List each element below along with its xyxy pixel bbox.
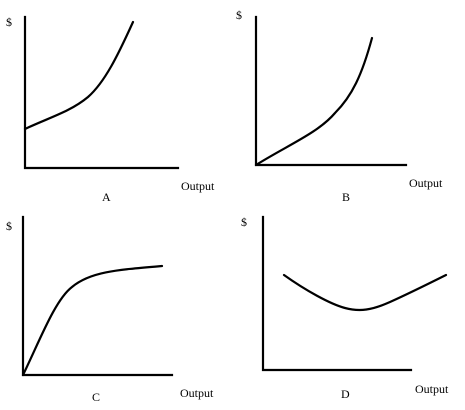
panel-a: $ Output A — [6, 15, 215, 204]
panel-b-x-label: Output — [409, 176, 443, 190]
panel-c-axes — [21, 215, 174, 377]
panel-d-axes — [261, 215, 413, 372]
panel-c: $ Output C — [6, 215, 214, 404]
panel-b-y-label: $ — [236, 8, 242, 22]
panel-c-letter: C — [92, 390, 100, 404]
panel-b-curve — [254, 36, 374, 167]
panel-b-axes — [254, 15, 408, 167]
panel-d-letter: D — [341, 387, 350, 401]
panel-a-axes — [23, 15, 180, 170]
panel-a-x-label: Output — [181, 179, 215, 193]
panel-b-letter: B — [342, 190, 350, 204]
panel-c-x-label: Output — [180, 386, 214, 400]
panel-c-curve — [21, 264, 164, 377]
panel-d-x-label: Output — [415, 382, 449, 396]
panel-a-curve — [23, 20, 135, 131]
panel-a-letter: A — [102, 190, 111, 204]
panel-c-y-label: $ — [6, 219, 12, 233]
panel-d: $ Output D — [241, 215, 449, 401]
panel-d-y-label: $ — [241, 215, 247, 229]
panel-d-curve — [282, 273, 448, 312]
panel-a-y-label: $ — [6, 15, 12, 29]
panel-b: $ Output B — [236, 8, 443, 204]
